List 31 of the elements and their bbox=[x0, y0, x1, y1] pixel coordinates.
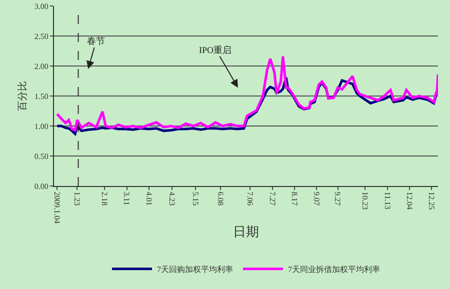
x-tick-label: 7.06 bbox=[246, 192, 255, 206]
y-tick-label: 0.00 bbox=[34, 182, 48, 191]
x-tick-label: 10.23 bbox=[360, 192, 370, 210]
x-tick-label: 3.11 bbox=[122, 192, 132, 206]
y-tick-label: 2.50 bbox=[34, 32, 48, 41]
x-tick-label: 1.23 bbox=[72, 192, 82, 206]
x-tick-label: 12.04 bbox=[404, 192, 414, 210]
x-tick-label: 8.17 bbox=[290, 192, 299, 206]
y-axis-title: 百分比 bbox=[16, 81, 28, 111]
x-tick-label: 2.18 bbox=[100, 192, 110, 206]
x-tick-label: 9.27 bbox=[333, 192, 342, 206]
x-tick-label: 2009.1.04 bbox=[52, 192, 62, 224]
x-tick-label: 11.13 bbox=[382, 192, 392, 210]
x-tick-label: 6.08 bbox=[216, 192, 226, 206]
x-tick-label: 4.23 bbox=[168, 192, 177, 206]
y-tick-label: 1.50 bbox=[34, 92, 48, 101]
y-tick-label: 0.50 bbox=[34, 152, 48, 161]
legend-label: 7天同业拆借加权平均利率 bbox=[288, 265, 380, 274]
y-tick-label: 2.00 bbox=[34, 62, 48, 71]
x-tick-label: 7.27 bbox=[268, 192, 277, 206]
legend-label: 7天回购加权平均利率 bbox=[157, 265, 233, 274]
x-tick-label: 12.25 bbox=[427, 192, 436, 210]
annotation: IPO重启 bbox=[199, 45, 232, 55]
annotation: 春节 bbox=[87, 36, 105, 46]
x-axis-title: 日期 bbox=[233, 224, 259, 240]
y-tick-label: 1.00 bbox=[34, 122, 48, 131]
x-tick-label: 4.01 bbox=[144, 192, 154, 206]
y-tick-label: 3.00 bbox=[34, 2, 48, 11]
line-series bbox=[56, 55, 438, 132]
x-tick-label: 5.15 bbox=[190, 192, 200, 206]
x-tick-label: 9.07 bbox=[312, 192, 322, 206]
